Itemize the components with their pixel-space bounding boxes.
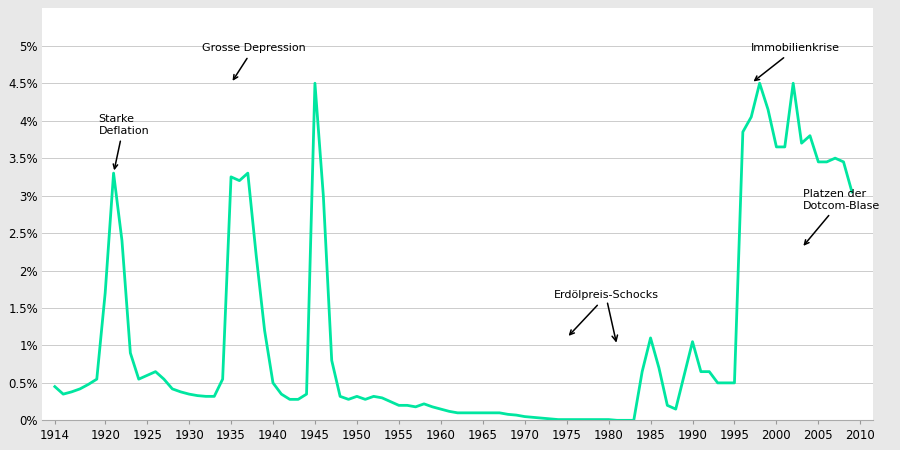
Text: Grosse Depression: Grosse Depression [202, 43, 305, 80]
Text: Erdölpreis-Schocks: Erdölpreis-Schocks [554, 291, 659, 335]
Text: Immobilienkrise: Immobilienkrise [752, 43, 841, 81]
Text: Starke
Deflation: Starke Deflation [98, 114, 149, 169]
Text: Platzen der
Dotcom-Blase: Platzen der Dotcom-Blase [804, 189, 880, 245]
